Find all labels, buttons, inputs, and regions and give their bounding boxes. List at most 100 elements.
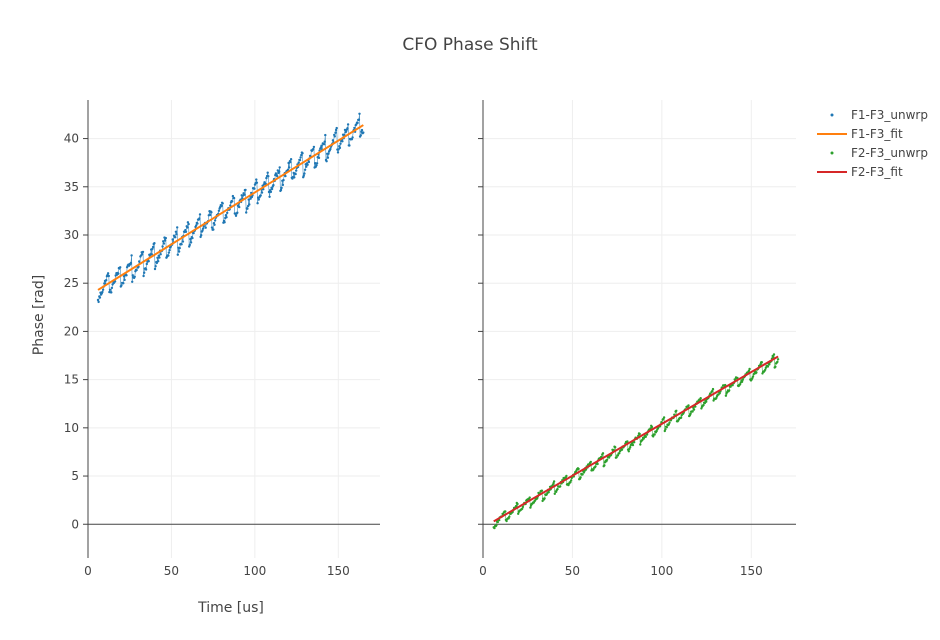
data-point (589, 460, 592, 464)
data-point (267, 175, 270, 178)
data-point (195, 224, 198, 227)
data-point (776, 358, 780, 361)
x-axis-title: Time [us] (197, 600, 264, 616)
data-point (157, 260, 160, 263)
data-point (665, 426, 668, 429)
data-point (303, 172, 306, 175)
data-point (187, 222, 190, 226)
data-point (196, 222, 199, 225)
data-point (276, 175, 279, 178)
data-point (168, 248, 171, 252)
data-point (294, 172, 297, 176)
data-point (107, 274, 111, 278)
data-point (255, 181, 259, 184)
data-point (601, 452, 605, 455)
data-point (231, 194, 235, 198)
data-point (541, 499, 544, 503)
x-tick-label: 50 (565, 564, 580, 578)
data-point (131, 280, 134, 283)
legend-item[interactable]: F2-F3_fit (817, 165, 903, 179)
data-point (747, 369, 751, 372)
data-point (357, 118, 361, 121)
data-point (200, 234, 203, 237)
legend-marker (830, 113, 834, 117)
data-point (728, 389, 731, 392)
data-point (246, 207, 249, 210)
data-point (164, 236, 167, 240)
data-point (279, 188, 283, 192)
data-point (159, 253, 162, 256)
data-point (324, 133, 327, 137)
data-point (341, 140, 344, 143)
data-point (161, 245, 164, 248)
data-point (329, 147, 332, 151)
data-point (255, 178, 258, 181)
data-point (188, 243, 191, 247)
data-point (280, 186, 283, 190)
data-point (312, 145, 316, 149)
data-point (186, 226, 189, 229)
data-point (189, 241, 193, 244)
data-point (319, 146, 323, 149)
data-point (259, 194, 262, 197)
data-point (266, 171, 269, 174)
data-point (278, 166, 281, 169)
data-point (662, 416, 666, 419)
data-point (618, 452, 621, 455)
x-tick-label: 50 (164, 564, 179, 578)
data-point (764, 366, 768, 369)
subplot-2: 0 50 100 150 (478, 100, 796, 578)
data-point (117, 272, 120, 275)
data-point (529, 506, 532, 509)
data-point (353, 126, 356, 130)
data-point (555, 490, 558, 493)
legend-item[interactable]: F2-F3_unwrp (830, 146, 928, 160)
legend-item[interactable]: F1-F3_unwrp (830, 108, 928, 122)
data-point (718, 392, 721, 395)
data-point (260, 191, 264, 194)
x-tick-label: 0 (84, 564, 92, 578)
data-point (113, 280, 117, 283)
x-tick-label: 150 (740, 564, 763, 578)
x-tick-label: 100 (243, 564, 266, 578)
data-point (145, 262, 148, 266)
y-tick-label: 25 (64, 276, 79, 290)
data-point (495, 524, 498, 527)
data-point (151, 247, 154, 250)
data-point (306, 163, 309, 166)
data-point (760, 361, 763, 364)
data-point (350, 138, 354, 141)
data-point (345, 130, 348, 133)
data-point (301, 152, 304, 155)
data-point (493, 526, 496, 530)
data-point (184, 230, 188, 233)
data-point (741, 378, 744, 381)
data-point (359, 134, 362, 137)
data-point (517, 512, 520, 515)
data-point (236, 211, 239, 214)
data-point (331, 139, 335, 142)
data-point (740, 380, 744, 383)
data-point (123, 278, 126, 282)
data-point (766, 365, 770, 368)
data-point (299, 156, 302, 159)
data-point (243, 193, 246, 196)
data-point (147, 260, 150, 263)
data-point (141, 250, 145, 254)
legend-item[interactable]: F1-F3_fit (817, 127, 903, 141)
data-point (675, 409, 678, 412)
data-point (334, 128, 338, 132)
data-point (101, 290, 104, 294)
y-tick-label: 10 (64, 421, 79, 435)
data-point (315, 164, 318, 167)
x-tick-label: 150 (327, 564, 350, 578)
data-point (189, 237, 192, 241)
data-point (162, 240, 165, 243)
data-point (607, 456, 611, 459)
data-point (153, 242, 156, 245)
data-point (504, 510, 507, 513)
data-point (776, 360, 779, 364)
data-point (141, 253, 144, 256)
data-point (295, 169, 298, 172)
data-point (774, 365, 777, 368)
